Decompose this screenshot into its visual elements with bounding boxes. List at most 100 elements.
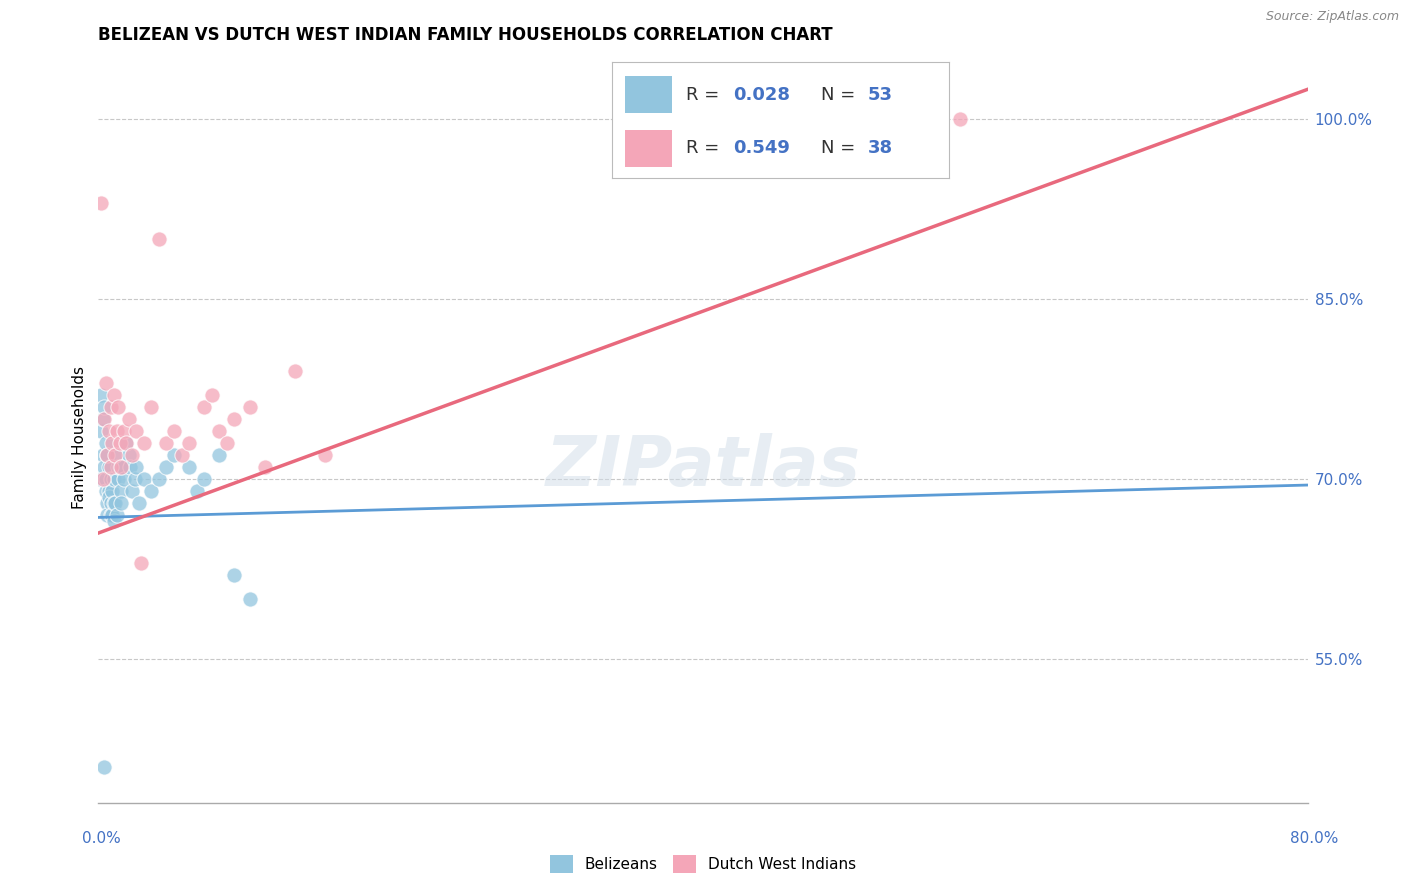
Point	[224, 412, 246, 426]
Point	[91, 412, 114, 426]
Point	[949, 112, 972, 127]
Point	[100, 400, 122, 414]
Point	[100, 460, 122, 475]
Point	[215, 436, 238, 450]
Y-axis label: Family Households: Family Households	[72, 366, 87, 508]
Point	[110, 483, 132, 498]
Point	[186, 483, 208, 498]
Point	[108, 436, 131, 450]
Point	[125, 460, 148, 475]
Text: 0.549: 0.549	[733, 139, 790, 157]
Point	[193, 472, 215, 486]
Point	[107, 400, 129, 414]
Point	[208, 448, 231, 462]
Text: 0.028: 0.028	[733, 86, 790, 103]
Point	[89, 472, 111, 486]
Point	[101, 436, 124, 450]
Point	[103, 496, 125, 510]
Point	[112, 472, 135, 486]
Point	[193, 400, 215, 414]
Point	[118, 412, 141, 426]
Point	[98, 460, 121, 475]
Point	[114, 436, 136, 450]
Point	[107, 460, 129, 475]
Point	[104, 496, 127, 510]
Point	[125, 424, 148, 438]
Point	[141, 400, 163, 414]
Point	[110, 496, 132, 510]
Point	[100, 508, 122, 522]
Point	[90, 388, 112, 402]
Point	[239, 591, 262, 606]
Point	[94, 472, 117, 486]
Point	[105, 424, 128, 438]
Text: R =: R =	[686, 139, 725, 157]
Point	[90, 196, 112, 211]
Point	[108, 460, 131, 475]
Point	[98, 424, 121, 438]
Point	[179, 436, 201, 450]
Point	[105, 448, 128, 462]
Point	[103, 388, 125, 402]
Point	[163, 424, 186, 438]
Point	[105, 508, 128, 522]
Text: BELIZEAN VS DUTCH WEST INDIAN FAMILY HOUSEHOLDS CORRELATION CHART: BELIZEAN VS DUTCH WEST INDIAN FAMILY HOU…	[98, 26, 832, 44]
Point	[96, 496, 118, 510]
Point	[90, 424, 112, 438]
Point	[201, 388, 224, 402]
Point	[114, 436, 136, 450]
Point	[91, 448, 114, 462]
Point	[104, 448, 127, 462]
Point	[148, 232, 170, 246]
Point	[253, 460, 276, 475]
Point	[112, 424, 135, 438]
Point	[93, 760, 115, 774]
Text: 0.0%: 0.0%	[82, 831, 121, 846]
Point	[111, 460, 134, 475]
Point	[170, 448, 193, 462]
Point	[94, 376, 117, 391]
Point	[314, 448, 336, 462]
Point	[103, 514, 125, 528]
Point	[120, 460, 142, 475]
Point	[155, 460, 177, 475]
Point	[121, 483, 143, 498]
Point	[93, 460, 115, 475]
Point	[98, 490, 121, 504]
Point	[100, 472, 122, 486]
Point	[118, 448, 141, 462]
Point	[129, 556, 152, 570]
Point	[94, 483, 117, 498]
Point	[93, 400, 115, 414]
Point	[93, 412, 115, 426]
Text: 80.0%: 80.0%	[1291, 831, 1339, 846]
Text: N =: N =	[821, 139, 860, 157]
Point	[107, 472, 129, 486]
Point	[91, 472, 114, 486]
Point	[148, 472, 170, 486]
Point	[284, 364, 307, 378]
Point	[121, 448, 143, 462]
Point	[208, 424, 231, 438]
Legend: Belizeans, Dutch West Indians: Belizeans, Dutch West Indians	[544, 848, 862, 880]
Point	[101, 508, 124, 522]
Text: Source: ZipAtlas.com: Source: ZipAtlas.com	[1265, 10, 1399, 22]
Text: R =: R =	[686, 86, 725, 103]
Point	[110, 460, 132, 475]
Point	[94, 436, 117, 450]
Point	[132, 436, 155, 450]
Point	[128, 496, 150, 510]
Point	[179, 460, 201, 475]
Point	[96, 448, 118, 462]
Bar	[626, 129, 672, 167]
Point	[100, 496, 122, 510]
Text: 38: 38	[868, 139, 893, 157]
Point	[98, 483, 121, 498]
Text: ZIPatlas: ZIPatlas	[546, 433, 860, 500]
Point	[124, 472, 146, 486]
Text: N =: N =	[821, 86, 860, 103]
Text: 53: 53	[868, 86, 893, 103]
Point	[141, 483, 163, 498]
Point	[96, 508, 118, 522]
Point	[239, 400, 262, 414]
